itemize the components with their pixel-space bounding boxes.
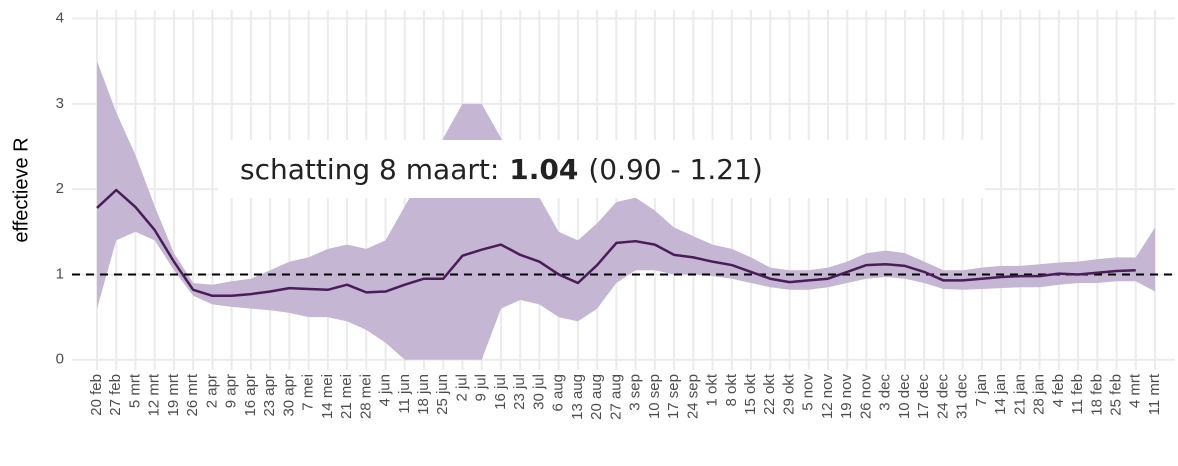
- x-tick-label: 20 aug: [588, 374, 605, 420]
- x-tick-label: 3 dec: [877, 374, 894, 411]
- x-tick-label: 28 jan: [1031, 374, 1048, 415]
- x-tick-label: 28 mei: [357, 374, 374, 419]
- x-tick-label: 10 dec: [896, 374, 913, 420]
- x-tick-label: 8 okt: [723, 373, 740, 406]
- x-tick-label: 26 mrt: [184, 373, 201, 416]
- x-tick-label: 18 jun: [415, 374, 432, 415]
- x-tick-label: 23 apr: [261, 374, 278, 417]
- y-tick-label: 1: [56, 265, 64, 282]
- x-tick-label: 23 jul: [511, 374, 528, 410]
- x-tick-label: 19 nov: [838, 374, 855, 420]
- x-tick-label: 24 dec: [934, 374, 951, 420]
- x-tick-label: 26 nov: [857, 374, 874, 420]
- annotation-prefix: schatting 8 maart:: [240, 153, 499, 186]
- x-tick-label: 6 aug: [550, 374, 567, 412]
- x-tick-label: 18 feb: [1088, 374, 1105, 416]
- x-tick-label: 4 feb: [1050, 374, 1067, 407]
- y-tick-label: 3: [56, 95, 64, 112]
- x-tick-label: 9 jul: [473, 374, 490, 402]
- x-tick-label: 16 apr: [242, 374, 259, 417]
- x-tick-label: 17 sep: [665, 374, 682, 419]
- x-tick-label: 3 sep: [627, 374, 644, 411]
- x-tick-label: 9 apr: [223, 374, 240, 408]
- x-tick-label: 22 okt: [761, 373, 778, 415]
- x-tick-label: 4 mrt: [1127, 373, 1144, 408]
- x-tick-label: 4 jun: [377, 374, 394, 407]
- x-tick-label: 12 nov: [819, 374, 836, 420]
- x-tick-label: 17 dec: [915, 374, 932, 420]
- annotation: schatting 8 maart: 1.04 (0.90 - 1.21): [240, 153, 763, 186]
- x-tick-label: 7 jan: [973, 374, 990, 407]
- x-tick-label: 29 okt: [780, 373, 797, 415]
- x-tick-label: 20 feb: [88, 374, 105, 416]
- x-tick-label: 13 aug: [569, 374, 586, 420]
- x-tick-label: 30 apr: [280, 374, 297, 417]
- x-tick-label: 27 feb: [107, 374, 124, 416]
- x-tick-label: 5 mrt: [126, 373, 143, 408]
- x-tick-label: 14 mei: [319, 374, 336, 419]
- x-tick-label: 2 apr: [203, 374, 220, 408]
- x-tick-label: 1 okt: [704, 373, 721, 406]
- annotation-interval: (0.90 - 1.21): [588, 153, 762, 186]
- x-tick-label: 10 sep: [646, 374, 663, 419]
- annotation-value: 1.04: [509, 153, 578, 186]
- y-tick-label: 2: [56, 180, 64, 197]
- x-tick-label: 14 jan: [992, 374, 1009, 415]
- x-tick-label: 30 jul: [530, 374, 547, 410]
- x-tick-label: 11 feb: [1069, 374, 1086, 415]
- x-tick-label: 16 jul: [492, 374, 509, 410]
- x-tick-label: 27 aug: [607, 374, 624, 420]
- x-tick-label: 12 mrt: [146, 373, 163, 416]
- x-tick-label: 7 mei: [300, 374, 317, 411]
- x-tick-label: 11 mrt: [1146, 373, 1163, 415]
- x-tick-label: 24 sep: [684, 374, 701, 419]
- y-tick-label: 0: [56, 351, 64, 368]
- x-tick-label: 15 okt: [742, 373, 759, 415]
- x-tick-label: 5 nov: [800, 374, 817, 411]
- x-tick-label: 21 mei: [338, 374, 355, 419]
- confidence-band: [97, 61, 1155, 360]
- estimate-line: [96, 188, 1136, 298]
- x-tick-label: 2 jul: [453, 374, 470, 402]
- x-tick-label: 25 jun: [434, 374, 451, 415]
- x-tick-label: 21 jan: [1011, 374, 1028, 415]
- y-axis-label: effectieve R: [10, 137, 32, 242]
- x-tick-label: 19 mrt: [165, 373, 182, 416]
- x-tick-label: 11 jun: [396, 374, 413, 414]
- x-tick-label: 25 feb: [1107, 374, 1124, 416]
- y-tick-label: 4: [56, 9, 64, 26]
- x-tick-label: 31 dec: [954, 374, 971, 420]
- annotation-box: [218, 140, 985, 198]
